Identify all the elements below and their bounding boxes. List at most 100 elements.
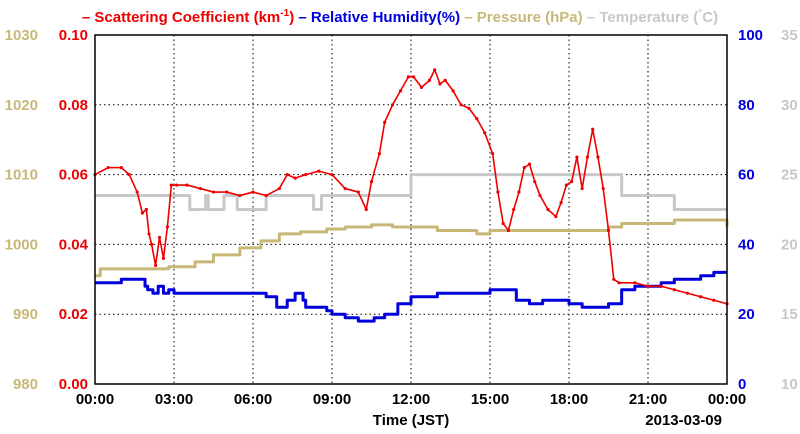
- series-scattering: [93, 68, 729, 306]
- x-tick-label: 12:00: [392, 391, 430, 408]
- plot-frame: [94, 34, 728, 385]
- scattering-point: [585, 155, 590, 159]
- scattering-point: [580, 186, 584, 191]
- x-tick-label: 15:00: [471, 391, 509, 408]
- scattering-point: [591, 127, 595, 131]
- scattering-point: [512, 207, 516, 212]
- legend-text: – Scattering Coefficient (km-1) – Relati…: [82, 8, 718, 26]
- scattering-point: [225, 190, 229, 194]
- scattering-point: [185, 183, 189, 187]
- scattering-tick-label: 0.04: [59, 236, 89, 253]
- legend-label: Relative Humidity(%): [311, 9, 460, 26]
- scattering-point: [106, 166, 110, 170]
- scattering-point: [546, 207, 550, 212]
- scattering-tick-label: 0.08: [59, 97, 88, 114]
- temperature-tick-label: 10: [781, 376, 798, 393]
- legend-superscript: °: [698, 8, 702, 19]
- scattering-point: [612, 277, 616, 281]
- scattering-point: [251, 190, 255, 194]
- temperature-line: [95, 173, 727, 211]
- scattering-point: [140, 211, 144, 215]
- temperature-tick-label: 15: [781, 306, 798, 323]
- scattering-point: [433, 68, 437, 72]
- scattering-point: [356, 190, 360, 194]
- scattering-point: [685, 291, 690, 295]
- legend-label-close: ): [289, 9, 294, 26]
- scattering-point: [506, 228, 511, 233]
- scattering-point: [659, 284, 663, 288]
- scattering-point: [293, 176, 297, 180]
- legend-marker: –: [294, 9, 311, 26]
- temperature-tick-label: 35: [781, 27, 798, 44]
- scattering-point: [161, 256, 166, 260]
- scattering-point: [390, 103, 395, 107]
- scattering-point: [496, 190, 500, 194]
- scattering-point: [127, 173, 131, 177]
- scattering-point: [483, 131, 487, 135]
- date-label: 2013-03-09: [645, 412, 722, 429]
- scattering-point: [153, 263, 158, 267]
- pressure-tick-label: 990: [13, 306, 38, 323]
- scattering-point: [575, 155, 579, 159]
- scattering-point: [459, 103, 463, 107]
- scattering-point: [712, 298, 716, 302]
- pressure-tick-label: 1020: [5, 97, 38, 114]
- scattering-point: [135, 190, 139, 194]
- x-tick-label: 09:00: [313, 391, 351, 408]
- pressure-tick-label: 1000: [5, 236, 38, 253]
- scattering-point: [369, 179, 374, 184]
- scattering-point: [559, 200, 563, 205]
- temperature-tick-label: 30: [781, 97, 798, 114]
- scattering-point: [406, 75, 410, 79]
- x-tick-label: 21:00: [629, 391, 667, 408]
- scattering-point: [451, 89, 455, 93]
- scattering-point: [330, 173, 334, 177]
- scattering-tick-label: 0.00: [59, 376, 88, 393]
- scattering-point: [157, 235, 162, 240]
- scattering-point: [699, 295, 703, 299]
- humidity-line: [95, 270, 727, 323]
- scattering-point: [412, 75, 416, 79]
- legend-superscript: -1: [280, 8, 289, 19]
- scattering-point: [633, 281, 637, 285]
- scattering-point: [443, 78, 447, 82]
- scattering-point: [554, 214, 558, 219]
- legend-marker: –: [583, 9, 600, 26]
- scattering-point: [383, 120, 387, 124]
- scattering-point: [527, 162, 532, 166]
- legend-label-close: C): [702, 9, 718, 26]
- scattering-point: [169, 183, 173, 187]
- scattering-point: [438, 82, 442, 86]
- scattering-point: [475, 117, 479, 121]
- scattering-point: [427, 78, 432, 82]
- scattering-tick-label: 0.10: [59, 27, 88, 44]
- x-axis-label: Time (JST): [373, 412, 449, 429]
- temperature-tick-label: 20: [781, 236, 798, 253]
- series-layer: [93, 68, 729, 323]
- scattering-point: [277, 186, 281, 191]
- scattering-point: [564, 183, 568, 187]
- scattering-point: [596, 155, 600, 159]
- scattering-point: [343, 186, 347, 191]
- humidity-tick-label: 20: [738, 306, 755, 323]
- pressure-tick-label: 1010: [5, 167, 38, 184]
- scattering-point: [198, 186, 202, 191]
- pressure-tick-label: 980: [13, 376, 38, 393]
- scattering-point: [150, 242, 154, 246]
- scattering-point: [147, 232, 151, 236]
- scattering-point: [398, 89, 403, 93]
- scattering-point: [364, 207, 368, 212]
- scattering-point: [304, 173, 308, 177]
- scattering-point: [522, 166, 526, 170]
- x-tick-label: 00:00: [76, 391, 114, 408]
- legend-label: Pressure (hPa): [477, 9, 583, 26]
- scattering-point: [144, 207, 148, 212]
- humidity-tick-label: 100: [738, 27, 763, 44]
- legend-label: Scattering Coefficient (km: [94, 9, 280, 26]
- humidity-tick-label: 40: [738, 236, 755, 253]
- x-tick-label: 00:00: [708, 391, 746, 408]
- scattering-point: [491, 152, 495, 156]
- x-tick-label: 06:00: [234, 391, 272, 408]
- scattering-point: [317, 169, 321, 173]
